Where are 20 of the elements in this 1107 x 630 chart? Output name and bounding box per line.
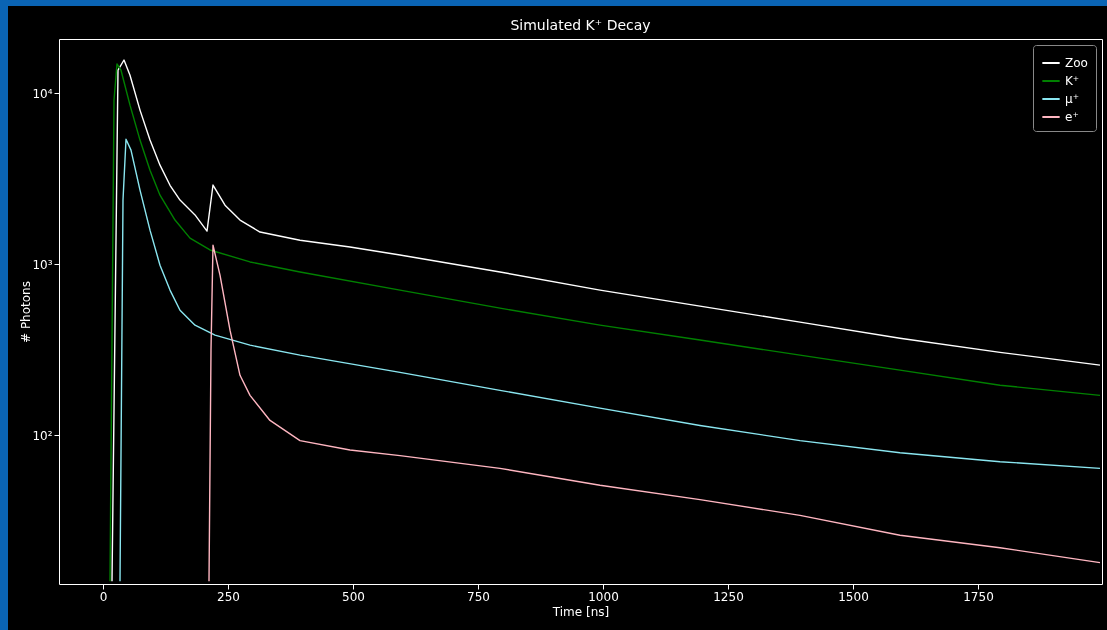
x-tick-label: 1000 xyxy=(588,589,619,604)
legend-label: μ⁺ xyxy=(1065,92,1079,106)
x-tick-label: 1750 xyxy=(963,589,994,604)
x-tick-label: 1250 xyxy=(713,589,744,604)
chart-title: Simulated K⁺ Decay xyxy=(510,17,651,33)
x-tick-label: 500 xyxy=(342,589,365,604)
y-tick-label: 10³ xyxy=(32,257,53,272)
line-series xyxy=(208,244,1101,582)
legend-label: e⁺ xyxy=(1065,110,1079,124)
y-tick-label: 10² xyxy=(32,428,53,443)
legend-label: K⁺ xyxy=(1065,74,1080,88)
y-axis-title: # Photons xyxy=(18,281,33,343)
legend-label: Zoo xyxy=(1065,56,1088,70)
x-tick-label: 750 xyxy=(467,589,490,604)
x-axis-title: Time [ns] xyxy=(551,604,610,619)
x-tick-label: 1500 xyxy=(838,589,869,604)
y-tick-label: 10⁴ xyxy=(32,86,53,101)
x-tick-label: 250 xyxy=(217,589,240,604)
x-tick-label: 0 xyxy=(99,589,108,604)
line-series xyxy=(119,138,1101,582)
